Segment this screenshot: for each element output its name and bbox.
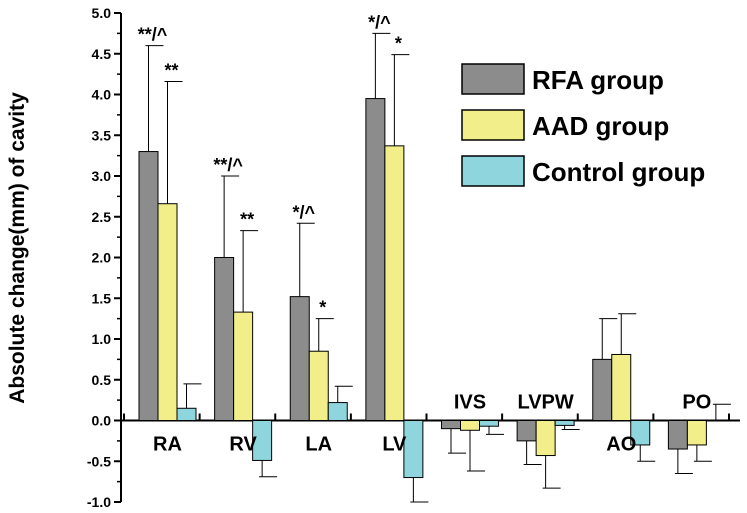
significance-label: * — [395, 34, 402, 54]
bar — [554, 420, 575, 426]
category-label: AO — [606, 434, 636, 456]
bar — [705, 420, 726, 422]
category-label: PO — [682, 392, 711, 414]
bar — [176, 407, 197, 421]
significance-label: ** — [240, 210, 254, 230]
bar — [384, 145, 405, 421]
y-tick-label: 1.5 — [92, 290, 112, 306]
significance-label: */^ — [292, 202, 315, 222]
category-label: RA — [153, 434, 182, 456]
bar — [365, 98, 386, 421]
bar — [157, 203, 178, 421]
error-bars — [145, 32, 731, 503]
bar — [686, 420, 707, 446]
category-label: IVS — [454, 392, 486, 414]
bar — [460, 420, 480, 431]
bar — [667, 420, 688, 450]
y-tick-label: 3.0 — [92, 168, 112, 184]
y-tick-label: 2.5 — [92, 209, 112, 225]
y-tick-label: -1.0 — [87, 494, 111, 510]
legend: RFA group AAD group Control group — [461, 63, 705, 187]
bar — [214, 257, 235, 421]
category-label: LVPW — [517, 392, 573, 414]
bar — [611, 353, 632, 421]
y-tick-label: 5.0 — [92, 5, 112, 21]
bar — [592, 358, 613, 421]
significance-label: ** — [164, 60, 178, 80]
bar — [327, 402, 348, 422]
category-label: LV — [382, 434, 407, 456]
bar — [441, 420, 461, 430]
bar — [289, 296, 310, 421]
category-label: LA — [305, 434, 332, 456]
y-tick-label: 0.0 — [92, 413, 112, 429]
legend-label: Control group — [532, 157, 705, 187]
bar — [516, 420, 537, 442]
category-labels: RA RV LA LV IVS LVPW AO PO — [153, 392, 711, 456]
legend-label: AAD group — [532, 111, 669, 141]
significance-label: */^ — [368, 12, 391, 32]
category-label: RV — [229, 434, 257, 456]
significance-annotations: **/^****/^** */^**/^* — [138, 12, 402, 317]
bar — [403, 420, 424, 479]
y-tick-label: 4.5 — [92, 46, 112, 62]
y-axis-label: Absolute change(mm) of cavity — [6, 92, 29, 404]
significance-label: **/^ — [138, 25, 168, 45]
y-tick-label: 3.5 — [92, 127, 112, 143]
legend-swatch — [461, 155, 525, 187]
y-tick-label: 2.0 — [92, 250, 112, 266]
bar — [138, 151, 159, 422]
y-tick-label: -0.5 — [87, 453, 111, 469]
legend-swatch — [461, 63, 525, 95]
legend-swatch — [461, 109, 525, 141]
legend-label: RFA group — [532, 65, 664, 95]
significance-label: * — [319, 298, 326, 318]
bar — [479, 420, 499, 427]
y-tick-label: 1.0 — [92, 331, 112, 347]
y-tick-label: 4.0 — [92, 87, 112, 103]
significance-label: **/^ — [213, 155, 243, 175]
bar — [233, 311, 254, 422]
bar — [535, 420, 556, 457]
y-tick-label: 0.5 — [92, 372, 112, 388]
bar — [308, 350, 329, 422]
